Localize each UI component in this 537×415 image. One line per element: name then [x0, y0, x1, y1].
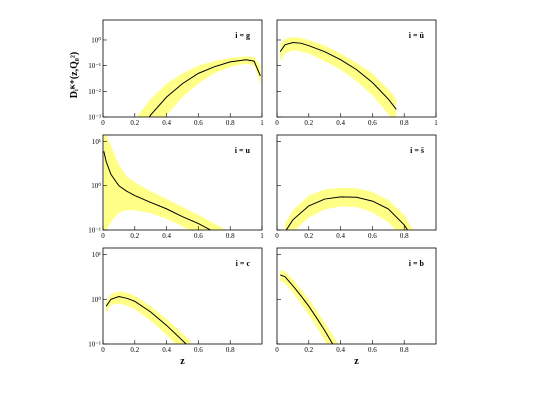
plot-area — [280, 270, 339, 344]
x-tick-label: 0.6 — [368, 119, 377, 127]
uncertainty-band — [106, 291, 191, 344]
x-tick-label: 0 — [101, 232, 105, 240]
x-tick-label: 0.6 — [194, 232, 203, 240]
plot-area — [136, 56, 261, 117]
plot-area — [279, 37, 397, 117]
panel-label: i = s̄ — [410, 146, 424, 155]
central-line — [279, 41, 397, 110]
frame — [276, 247, 437, 345]
x-tick-label: 0.8 — [400, 346, 409, 354]
y-tick-label: 10⁻³ — [88, 114, 101, 122]
y-tick-label: 10¹ — [92, 138, 101, 146]
x-tick-label: 0.4 — [336, 346, 345, 354]
frame — [102, 19, 263, 118]
x-tick-label: 0.6 — [194, 119, 203, 127]
frame — [276, 19, 437, 118]
central-line — [103, 151, 212, 230]
y-tick-label: 10⁰ — [91, 36, 101, 44]
uncertainty-band — [280, 37, 397, 117]
x-tick-label: 0.2 — [130, 232, 139, 240]
central-line — [105, 296, 187, 344]
frame — [276, 134, 437, 231]
x-tick-label: 0.8 — [400, 119, 409, 127]
x-tick-label: 0.2 — [130, 346, 139, 354]
plot-area — [105, 291, 191, 344]
panel-label: i = g — [235, 31, 250, 40]
x-tick-label: 0.2 — [304, 346, 313, 354]
central-line — [148, 59, 261, 117]
y-tick-label: 10¹ — [92, 251, 101, 259]
central-line — [280, 274, 334, 344]
x-axis-label: z — [180, 356, 185, 367]
y-tick-label: 10⁰ — [91, 296, 101, 304]
x-tick-label: 0.4 — [336, 119, 345, 127]
frame — [102, 134, 263, 231]
uncertainty-band — [136, 56, 261, 117]
y-tick-label: 10⁰ — [91, 182, 101, 190]
central-line — [285, 196, 409, 230]
y-tick-label: 10⁻¹ — [88, 227, 101, 235]
x-tick-label: 1 — [434, 119, 438, 127]
uncertainty-band — [103, 135, 227, 230]
x-tick-label: 0.6 — [368, 346, 377, 354]
x-tick-label: 0 — [101, 346, 105, 354]
panel-label: i = ū — [409, 31, 425, 40]
x-tick-label: 0 — [275, 119, 279, 127]
panel-label: i = c — [236, 259, 251, 268]
x-tick-label: 0.8 — [226, 119, 235, 127]
x-tick-label: 0.2 — [304, 119, 313, 127]
x-tick-label: 1 — [260, 119, 264, 127]
x-axis-label: z — [354, 356, 359, 367]
x-tick-label: 0.4 — [162, 119, 171, 127]
x-tick-label: 0 — [275, 346, 279, 354]
plot-area — [103, 135, 227, 230]
x-tick-label: 1 — [260, 232, 264, 240]
panel-label: i = b — [409, 259, 425, 268]
x-tick-label: 0.8 — [226, 232, 235, 240]
x-tick-label: 0.6 — [368, 232, 377, 240]
plot-area — [284, 187, 413, 230]
y-tick-label: 10⁻² — [88, 88, 101, 96]
x-tick-label: 0.2 — [304, 232, 313, 240]
uncertainty-band — [284, 187, 413, 230]
x-tick-label: 0.4 — [336, 232, 345, 240]
x-tick-label: 0.4 — [162, 346, 171, 354]
x-tick-label: 0.6 — [194, 346, 203, 354]
frame — [102, 247, 263, 345]
x-tick-label: 0.8 — [226, 346, 235, 354]
y-tick-label: 10⁻¹ — [88, 62, 101, 70]
x-tick-label: 0 — [275, 232, 279, 240]
y-axis-label: Dᵢᴷ⁺(z,Q₀²) — [69, 52, 80, 98]
y-tick-label: 10⁻¹ — [88, 341, 101, 349]
x-tick-label: 0.2 — [130, 119, 139, 127]
x-tick-label: 0.8 — [400, 232, 409, 240]
panel-label: i = u — [235, 146, 251, 155]
x-tick-label: 0.4 — [162, 232, 171, 240]
x-tick-label: 0 — [101, 119, 105, 127]
